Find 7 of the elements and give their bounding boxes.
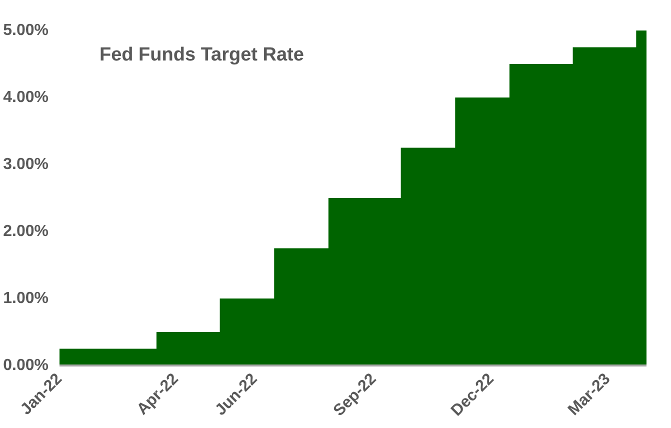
y-tick-label: 4.00% [3, 89, 49, 106]
text: Fed Funds Target Rate [100, 44, 304, 66]
y-tick-label: 0.00% [3, 357, 49, 374]
y-tick-label: 1.00% [3, 290, 49, 307]
y-tick-label: 2.00% [3, 223, 49, 240]
y-tick-label: 5.00% [3, 22, 49, 39]
y-tick-label: 3.00% [3, 156, 49, 173]
